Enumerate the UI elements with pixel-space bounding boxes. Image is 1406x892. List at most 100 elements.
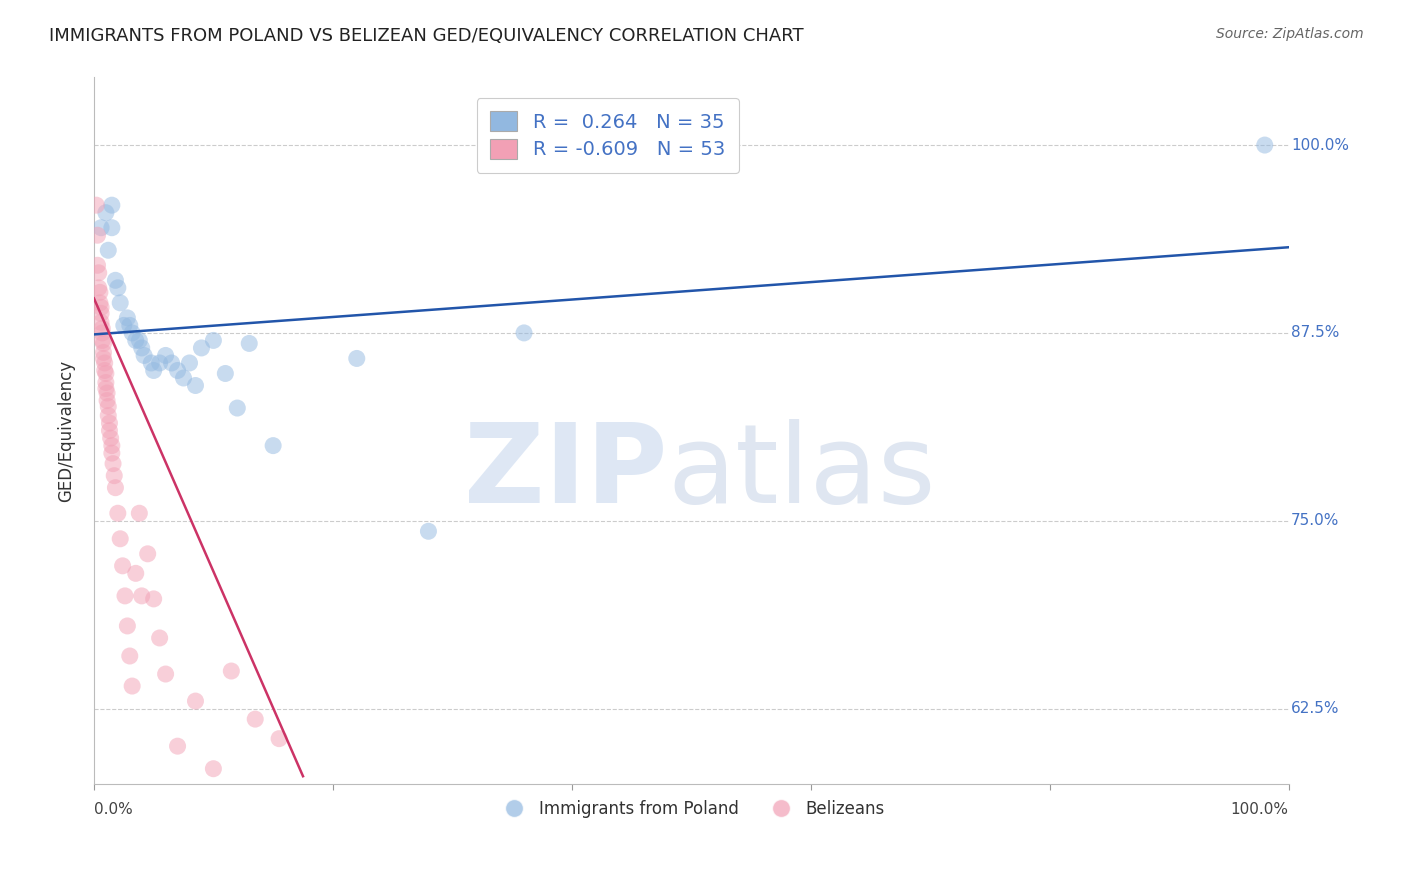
Point (214, 367, 236, 381)
Point (89, 296, 111, 310)
Point (262, 439, 284, 453)
Point (101, 457, 124, 471)
Point (90, 301, 112, 315)
Point (202, 334, 225, 348)
Point (86, 198, 108, 212)
Point (94, 367, 117, 381)
Point (112, 318, 135, 333)
Point (346, 351, 368, 366)
Point (513, 326, 536, 340)
Text: 100.0%: 100.0% (1291, 137, 1348, 153)
Point (96, 386, 118, 401)
Point (97, 409, 120, 423)
Point (179, 356, 201, 370)
Point (110, 532, 132, 546)
Point (104, 481, 127, 495)
Point (1254, 138, 1277, 153)
Point (142, 363, 165, 377)
Point (93, 363, 115, 377)
Point (90, 315, 112, 329)
Point (125, 566, 148, 581)
Point (121, 679, 143, 693)
Text: 100.0%: 100.0% (1230, 802, 1289, 817)
Point (111, 558, 134, 573)
Point (136, 547, 159, 561)
Point (155, 348, 177, 362)
Point (238, 336, 260, 351)
Point (86, 258, 108, 272)
Text: ZIP: ZIP (464, 419, 668, 526)
Point (101, 198, 124, 212)
Point (93, 345, 115, 359)
Point (269, 731, 291, 746)
Point (90, 306, 112, 320)
Point (155, 667, 177, 681)
Point (94, 376, 117, 390)
Point (101, 220, 124, 235)
Point (121, 326, 143, 340)
Point (91, 326, 114, 340)
Point (104, 273, 127, 287)
Point (100, 431, 122, 445)
Point (91, 321, 114, 335)
Y-axis label: GED/Equivalency: GED/Equivalency (58, 359, 75, 501)
Point (107, 506, 129, 520)
Text: atlas: atlas (668, 419, 936, 526)
Point (117, 619, 139, 633)
Point (98, 424, 121, 438)
Point (87, 266, 110, 280)
Point (93, 351, 115, 366)
Point (166, 739, 188, 754)
Point (149, 631, 172, 645)
Point (184, 694, 207, 708)
Point (131, 341, 153, 355)
Point (94, 205, 117, 219)
Text: 0.0%: 0.0% (94, 802, 132, 817)
Point (202, 762, 225, 776)
Text: 62.5%: 62.5% (1291, 701, 1340, 716)
Point (184, 378, 207, 392)
Point (86, 228, 108, 243)
Point (226, 401, 249, 415)
Text: Source: ZipAtlas.com: Source: ZipAtlas.com (1216, 27, 1364, 41)
Point (114, 589, 136, 603)
Legend: Immigrants from Poland, Belizeans: Immigrants from Poland, Belizeans (491, 794, 891, 825)
Point (103, 468, 125, 483)
Point (118, 648, 141, 663)
Point (93, 356, 115, 370)
Point (190, 341, 212, 355)
Point (117, 310, 139, 325)
Point (87, 281, 110, 295)
Point (110, 296, 132, 310)
Point (418, 524, 440, 539)
Point (128, 334, 150, 348)
Point (149, 356, 172, 370)
Point (173, 371, 195, 385)
Point (118, 318, 141, 333)
Point (97, 400, 120, 414)
Point (245, 712, 267, 726)
Text: 87.5%: 87.5% (1291, 326, 1340, 341)
Point (128, 506, 150, 520)
Point (93, 336, 115, 351)
Point (91, 334, 114, 348)
Point (101, 439, 124, 453)
Point (94, 382, 117, 396)
Point (89, 285, 111, 300)
Point (98, 416, 121, 430)
Point (142, 591, 165, 606)
Text: IMMIGRANTS FROM POLAND VS BELIZEAN GED/EQUIVALENCY CORRELATION CHART: IMMIGRANTS FROM POLAND VS BELIZEAN GED/E… (49, 27, 804, 45)
Point (132, 348, 155, 362)
Point (160, 356, 183, 370)
Point (90, 220, 112, 235)
Point (96, 393, 118, 408)
Point (107, 281, 129, 295)
Point (131, 589, 153, 603)
Point (221, 664, 243, 678)
Point (101, 446, 124, 460)
Point (97, 244, 120, 258)
Point (166, 363, 188, 377)
Point (125, 334, 148, 348)
Point (141, 356, 163, 370)
Text: 75.0%: 75.0% (1291, 513, 1340, 528)
